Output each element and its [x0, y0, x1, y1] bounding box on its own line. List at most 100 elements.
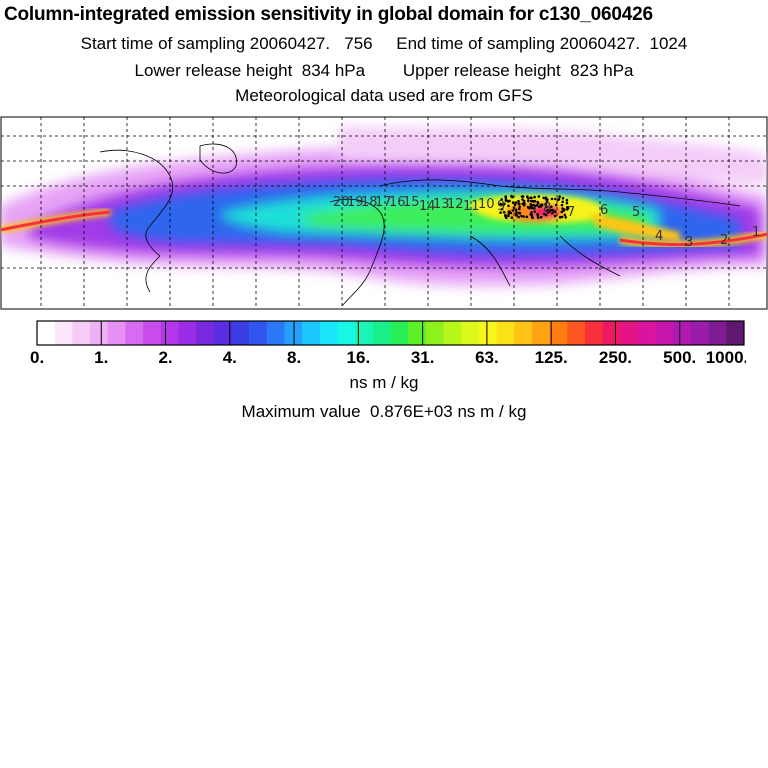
release-point	[560, 203, 564, 207]
release-point	[510, 216, 514, 219]
release-point	[566, 208, 569, 211]
colorbar-cell	[213, 321, 232, 345]
colorbar-cell	[726, 321, 745, 345]
release-point	[518, 202, 521, 206]
trajectory-label: 4	[655, 229, 663, 244]
colorbar-cell	[408, 321, 427, 345]
colorbar-tick-label: 125.	[535, 348, 568, 367]
release-point	[520, 214, 523, 218]
coastlines	[99, 143, 741, 307]
release-point	[530, 206, 534, 210]
colorbar-cell	[160, 321, 179, 345]
colorbar-cell	[107, 321, 126, 345]
colorbar-cell	[284, 321, 303, 345]
release-point	[542, 196, 545, 200]
colorbar-cell	[461, 321, 480, 345]
colorbar-tick-label: 8.	[287, 348, 301, 367]
colorbar-cell	[549, 321, 568, 345]
release-point	[537, 195, 541, 198]
release-point	[561, 197, 565, 200]
release-point	[563, 213, 567, 217]
trajectory-label: 10	[478, 197, 495, 212]
release-point	[550, 205, 553, 209]
release-point	[526, 205, 530, 209]
colorbar: 0. 1. 2. 4. 8. 16. 31. 63. 125. 250. 500. 1000.	[30, 320, 746, 367]
trajectory-label: 12	[447, 197, 464, 212]
colorbar-cell	[620, 321, 639, 345]
release-point	[545, 200, 549, 204]
release-point	[561, 200, 564, 204]
maximum-value: Maximum value 0.876E+03 ns m / kg	[241, 402, 527, 421]
colorbar-cell	[337, 321, 356, 345]
colorbar-unit: ns m / kg	[349, 373, 419, 392]
trajectory-label: 1	[752, 225, 760, 240]
release-point	[551, 211, 554, 215]
colorbar-tick-label: 500.	[663, 348, 696, 367]
colorbar-cell	[655, 321, 674, 345]
trajectory-label: 9	[497, 199, 505, 214]
colorbar-cell	[390, 321, 409, 345]
release-point	[510, 194, 513, 198]
colorbar-tick-label: 31.	[411, 348, 435, 367]
release-point	[499, 202, 502, 206]
release-point	[505, 216, 508, 220]
release-point	[565, 206, 569, 209]
release-point	[556, 198, 560, 202]
release-point	[564, 216, 567, 219]
release-point	[515, 211, 518, 214]
release-point	[504, 196, 508, 199]
trajectory-label: 11	[463, 199, 480, 214]
colorbar-cell	[673, 321, 692, 345]
release-point	[511, 201, 515, 204]
release-point	[507, 214, 510, 218]
trajectory-label: 5	[632, 205, 640, 220]
release-point	[548, 208, 552, 212]
release-point	[565, 201, 569, 205]
colorbar-cell	[496, 321, 515, 345]
release-point	[517, 211, 521, 215]
colorbar-cell	[584, 321, 603, 345]
release-point	[517, 215, 520, 219]
colorbar-cell	[302, 321, 321, 345]
release-point	[550, 197, 554, 201]
release-point	[504, 199, 508, 202]
colorbar-cell	[690, 321, 709, 345]
release-point	[526, 195, 529, 198]
release-height-line: Lower release height 834 hPa Upper relea…	[134, 61, 634, 80]
release-point	[518, 207, 521, 211]
release-point	[511, 209, 515, 212]
colorbar-cell	[37, 321, 55, 345]
colorbar-tick-label: 1.	[94, 348, 108, 367]
trajectory-label: 17	[375, 195, 392, 210]
trajectory-label: 19	[347, 195, 364, 210]
colorbar-cell	[90, 321, 109, 345]
release-point	[514, 201, 518, 204]
release-point	[558, 216, 562, 219]
trajectory-label: 7	[567, 205, 575, 220]
colorbar-cell	[372, 321, 391, 345]
colorbar-tick-label: 0.	[30, 348, 44, 367]
release-point	[554, 197, 557, 201]
release-point	[543, 212, 546, 216]
colorbar-cell	[72, 321, 91, 345]
release-point	[500, 198, 504, 201]
colorbar-cell	[567, 321, 586, 345]
release-point	[539, 215, 543, 219]
release-point	[525, 215, 529, 219]
colorbar-cell	[196, 321, 215, 345]
release-point	[560, 215, 564, 219]
release-point	[533, 204, 537, 208]
release-point	[522, 199, 526, 203]
colorbar-tick-label: 4.	[223, 348, 237, 367]
sampling-time-line: Start time of sampling 20060427. 756 End…	[80, 34, 688, 53]
colorbar-cell	[266, 321, 285, 345]
release-point	[553, 214, 557, 218]
release-point	[508, 199, 511, 203]
release-point	[536, 216, 540, 220]
colorbar-cell	[425, 321, 444, 345]
trajectory-label: 13	[433, 197, 450, 212]
release-point	[513, 203, 517, 206]
trajectory-label: 8	[543, 201, 551, 216]
colorbar-tick-label: 250.	[599, 348, 632, 367]
